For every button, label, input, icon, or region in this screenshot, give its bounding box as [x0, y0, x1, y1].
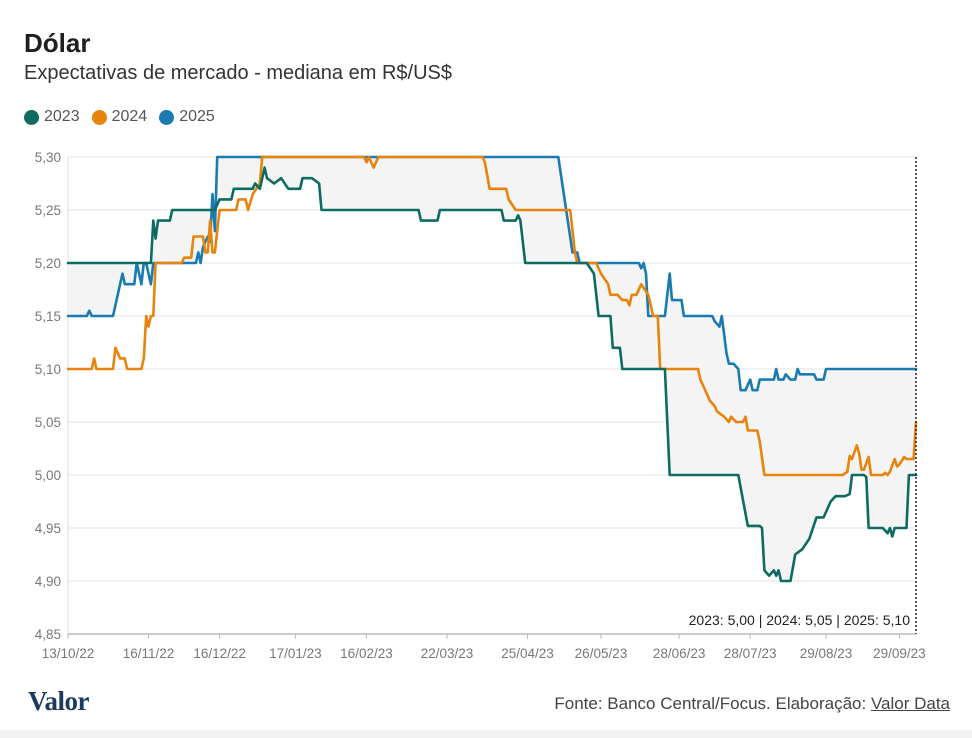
- x-tick-label: 25/04/23: [501, 646, 554, 661]
- chart-legend: 2023 2024 2025: [24, 108, 215, 126]
- legend-label-2025: 2025: [179, 108, 215, 125]
- x-tick-label: 16/02/23: [340, 646, 393, 661]
- legend-label-2024: 2024: [111, 108, 148, 125]
- legend-item-2023: 2023: [24, 108, 80, 126]
- x-tick-label: 16/11/22: [123, 646, 175, 661]
- valor-logo: Valor: [28, 686, 90, 716]
- x-tick-label: 16/12/22: [193, 646, 246, 661]
- x-tick-label: 28/06/23: [653, 646, 706, 661]
- x-tick-label: 26/05/23: [575, 646, 628, 661]
- source-note: Fonte: Banco Central/Focus. Elaboração: …: [554, 694, 950, 714]
- y-tick-label: 5,10: [35, 362, 61, 377]
- legend-item-2024: 2024: [91, 108, 148, 126]
- source-text: Fonte: Banco Central/Focus. Elaboração:: [554, 694, 871, 713]
- x-tick-label: 29/08/23: [800, 646, 853, 661]
- series-line-2023: [66, 166, 918, 583]
- valor-data-link[interactable]: Valor Data: [870, 694, 950, 713]
- y-axis-ticks: 4,85 4,90 4,95 5,00 5,05 5,10 5,15 5,20 5,25 5,30: [35, 150, 61, 642]
- y-tick-label: 4,90: [35, 574, 61, 589]
- x-tick-label: 28/07/23: [724, 646, 777, 661]
- y-tick-label: 5,15: [35, 309, 61, 324]
- y-tick-label: 4,95: [35, 521, 61, 536]
- y-tick-label: 5,30: [35, 150, 61, 165]
- y-tick-label: 5,05: [35, 415, 61, 430]
- x-tick-label: 29/09/23: [873, 646, 926, 661]
- x-tick-label: 13/10/22: [42, 646, 95, 661]
- chart-subtitle: Expectativas de mercado - mediana em R$/…: [24, 62, 452, 84]
- y-tick-label: 4,85: [35, 627, 61, 642]
- x-tick-label: 17/01/23: [269, 646, 322, 661]
- y-tick-label: 5,20: [35, 256, 61, 271]
- chart-title: Dólar: [24, 28, 91, 58]
- legend-swatch-2025: [159, 109, 175, 125]
- bottom-strip: [0, 730, 972, 738]
- y-tick-label: 5,25: [35, 203, 61, 218]
- legend-item-2025: 2025: [159, 108, 215, 126]
- series-lines: [66, 155, 918, 583]
- legend-label-2023: 2023: [44, 108, 80, 125]
- legend-swatch-2023: [24, 109, 39, 125]
- y-tick-label: 5,00: [35, 468, 61, 483]
- x-axis-ticks: 13/10/22 16/11/22 16/12/22 17/01/23 16/02/23…: [42, 634, 926, 661]
- series-line-2024: [66, 155, 918, 477]
- x-tick-label: 22/03/23: [421, 646, 474, 661]
- latest-values-annotation: 2023: 5,00 | 2024: 5,05 | 2025: 5,10: [689, 612, 911, 628]
- legend-swatch-2024: [91, 109, 107, 125]
